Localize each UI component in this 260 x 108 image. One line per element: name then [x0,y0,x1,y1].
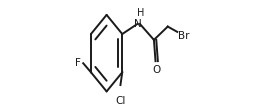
Text: F: F [75,58,81,68]
Text: O: O [152,65,161,75]
Text: H: H [137,8,144,18]
Text: Br: Br [178,31,190,41]
Text: Cl: Cl [116,96,126,106]
Text: N: N [134,19,142,29]
